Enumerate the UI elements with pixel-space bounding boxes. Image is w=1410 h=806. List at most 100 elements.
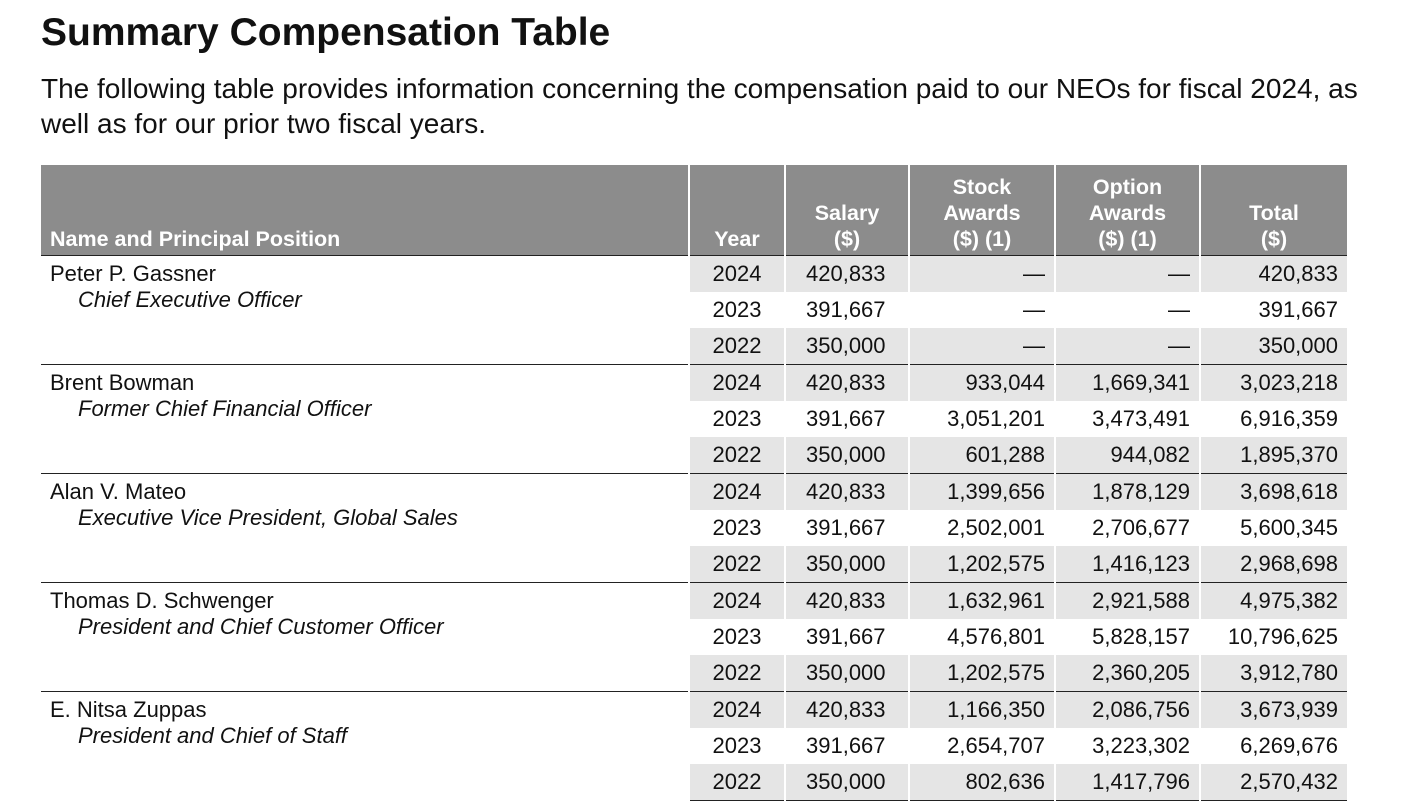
name-position-cell: Thomas D. Schwenger President and Chief C…	[41, 582, 689, 692]
table-row: 2022 350,000 1,202,575 1,416,123 2,968,698	[41, 546, 1347, 583]
year-cell: 2024	[688, 255, 785, 292]
year-cell: 2023	[688, 401, 785, 437]
table-header: Name and Principal Position Year Salary …	[41, 165, 1347, 256]
salary-cell: 420,833	[784, 582, 909, 619]
year-cell: 2022	[688, 655, 785, 692]
table-row: 2022 350,000 601,288 944,082 1,895,370	[41, 437, 1347, 474]
table-row: 2022 350,000 802,636 1,417,796 2,570,432	[41, 764, 1347, 801]
salary-cell: 391,667	[784, 728, 909, 764]
option-awards-cell: 2,706,677	[1054, 510, 1200, 546]
option-awards-cell: —	[1054, 255, 1200, 292]
header-line: ($) (1)	[952, 227, 1012, 251]
option-awards-cell: 944,082	[1054, 437, 1200, 474]
total-cell: 5,600,345	[1199, 510, 1347, 546]
salary-cell: 391,667	[784, 510, 909, 546]
total-cell: 3,912,780	[1199, 655, 1347, 692]
header-line: Total	[1249, 201, 1299, 225]
salary-cell: 350,000	[784, 764, 909, 801]
total-cell: 3,698,618	[1199, 473, 1347, 510]
executive-position: Executive Vice President, Global Sales	[78, 505, 458, 530]
year-cell: 2024	[688, 473, 785, 510]
total-cell: 2,968,698	[1199, 546, 1347, 583]
option-awards-cell: —	[1054, 292, 1200, 328]
header-line: Salary	[814, 201, 880, 225]
stock-awards-cell: —	[908, 292, 1055, 328]
salary-cell: 391,667	[784, 619, 909, 655]
page-title: Summary Compensation Table	[41, 11, 611, 54]
salary-cell: 350,000	[784, 437, 909, 474]
salary-cell: 350,000	[784, 546, 909, 583]
stock-awards-cell: 1,166,350	[908, 691, 1055, 728]
header-total: Total ($)	[1199, 165, 1347, 256]
total-cell: 6,916,359	[1199, 401, 1347, 437]
executive-position: Chief Executive Officer	[78, 287, 302, 312]
table-row: 2023 391,667 4,576,801 5,828,157 10,796,625	[41, 619, 1347, 655]
executive-name: Brent Bowman	[50, 370, 195, 395]
stock-awards-cell: 933,044	[908, 364, 1055, 401]
header-line: ($) (1)	[1098, 227, 1157, 251]
total-cell: 1,895,370	[1199, 437, 1347, 474]
total-cell: 2,570,432	[1199, 764, 1347, 801]
salary-cell: 420,833	[784, 473, 909, 510]
executive-name: Alan V. Mateo	[50, 479, 187, 504]
option-awards-cell: 1,416,123	[1054, 546, 1200, 583]
option-awards-cell: 1,417,796	[1054, 764, 1200, 801]
header-option-awards: Option Awards ($) (1)	[1054, 165, 1200, 256]
table-row: 2023 391,667 3,051,201 3,473,491 6,916,359	[41, 401, 1347, 437]
total-cell: 3,673,939	[1199, 691, 1347, 728]
executive-name: Thomas D. Schwenger	[50, 588, 274, 613]
executive-position: President and Chief Customer Officer	[78, 614, 444, 639]
option-awards-cell: 5,828,157	[1054, 619, 1200, 655]
year-cell: 2022	[688, 546, 785, 583]
total-cell: 4,975,382	[1199, 582, 1347, 619]
total-cell: 420,833	[1199, 255, 1347, 292]
option-awards-cell: 2,086,756	[1054, 691, 1200, 728]
year-cell: 2023	[688, 728, 785, 764]
option-awards-cell: 2,360,205	[1054, 655, 1200, 692]
header-salary: Salary ($)	[784, 165, 909, 256]
option-awards-cell: 3,473,491	[1054, 401, 1200, 437]
table-row: 2022 350,000 1,202,575 2,360,205 3,912,780	[41, 655, 1347, 692]
year-cell: 2022	[688, 437, 785, 474]
header-line: Awards	[1088, 201, 1167, 225]
header-line: ($)	[1260, 227, 1288, 251]
stock-awards-cell: —	[908, 255, 1055, 292]
year-cell: 2024	[688, 364, 785, 401]
summary-compensation-table: Name and Principal Position Year Salary …	[41, 165, 1347, 801]
header-line: Option	[1092, 175, 1163, 199]
year-cell: 2023	[688, 292, 785, 328]
table-row: 2023 391,667 2,654,707 3,223,302 6,269,676	[41, 728, 1347, 764]
executive-name: Peter P. Gassner	[50, 261, 216, 286]
header-year: Year	[688, 165, 785, 256]
stock-awards-cell: 4,576,801	[908, 619, 1055, 655]
stock-awards-cell: 1,202,575	[908, 546, 1055, 583]
table-row: 2022 350,000— —350,000	[41, 328, 1347, 365]
header-line: Stock	[952, 175, 1012, 199]
header-stock-awards: Stock Awards ($) (1)	[908, 165, 1055, 256]
name-position-cell: E. Nitsa Zuppas President and Chief of St…	[41, 691, 689, 801]
header-name-position: Name and Principal Position	[41, 165, 689, 256]
stock-awards-cell: 601,288	[908, 437, 1055, 474]
total-cell: 391,667	[1199, 292, 1347, 328]
executive-position: Former Chief Financial Officer	[78, 396, 372, 421]
header-line: Awards	[943, 201, 1021, 225]
option-awards-cell: 2,921,588	[1054, 582, 1200, 619]
table-body: Peter P. Gassner Chief Executive Officer 2…	[41, 255, 1347, 801]
salary-cell: 391,667	[784, 401, 909, 437]
table-row: Thomas D. Schwenger President and Chief C…	[41, 582, 1347, 692]
option-awards-cell: 1,669,341	[1054, 364, 1200, 401]
table-row: Alan V. Mateo Executive Vice President, G…	[41, 473, 1347, 583]
salary-cell: 420,833	[784, 255, 909, 292]
name-position-cell: Brent Bowman Former Chief Financial Offic…	[41, 364, 689, 474]
header-row: Name and Principal Position Year Salary …	[41, 165, 1347, 256]
salary-cell: 391,667	[784, 292, 909, 328]
option-awards-cell: 3,223,302	[1054, 728, 1200, 764]
table-row: E. Nitsa Zuppas President and Chief of St…	[41, 691, 1347, 801]
stock-awards-cell: 1,202,575	[908, 655, 1055, 692]
stock-awards-cell: 3,051,201	[908, 401, 1055, 437]
total-cell: 350,000	[1199, 328, 1347, 365]
total-cell: 10,796,625	[1199, 619, 1347, 655]
salary-cell: 420,833	[784, 691, 909, 728]
table-row: Brent Bowman Former Chief Financial Offic…	[41, 364, 1347, 474]
total-cell: 3,023,218	[1199, 364, 1347, 401]
